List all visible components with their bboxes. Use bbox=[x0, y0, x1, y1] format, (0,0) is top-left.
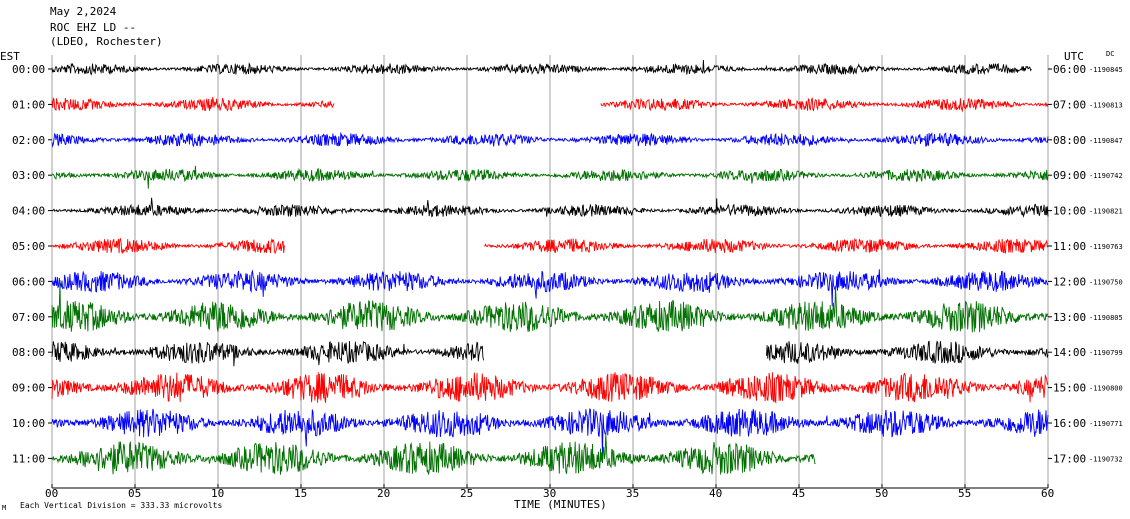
offset-label: -1190742 bbox=[1089, 172, 1123, 180]
utc-label: 14:00 bbox=[1053, 346, 1086, 359]
x-tick-labels: 00 05 10 15 20 25 30 35 40 45 50 55 60 bbox=[45, 487, 1054, 500]
trace-offset-labels: -1190845 -1190813 -1190847 -1190742 -1190821… bbox=[1089, 66, 1123, 463]
offset-label: -1190799 bbox=[1089, 349, 1123, 357]
est-label: 02:00 bbox=[12, 134, 45, 147]
minute-gridlines bbox=[51, 55, 1049, 488]
offset-label: -1190821 bbox=[1089, 208, 1123, 216]
offset-label: -1190805 bbox=[1089, 314, 1123, 322]
est-label: 06:00 bbox=[12, 275, 45, 288]
x-tick-label: 35 bbox=[626, 487, 639, 500]
offset-label: -1190800 bbox=[1089, 385, 1123, 393]
offset-label: -1190732 bbox=[1089, 455, 1123, 463]
est-label: 00:00 bbox=[12, 63, 45, 76]
trace-0500 bbox=[51, 237, 1049, 255]
x-tick-label: 55 bbox=[958, 487, 971, 500]
trace-1000 bbox=[51, 407, 1049, 458]
est-hour-labels: 00:00 01:00 02:00 03:00 04:00 05:00 06:00 07:00… bbox=[12, 63, 45, 465]
utc-label: 10:00 bbox=[1053, 205, 1086, 218]
trace-0300 bbox=[51, 165, 1049, 189]
x-axis bbox=[51, 484, 1049, 489]
x-tick-label: 30 bbox=[543, 487, 556, 500]
footer-mark: M bbox=[2, 504, 6, 512]
offset-label: -1190813 bbox=[1089, 101, 1123, 109]
x-tick-label: 60 bbox=[1041, 487, 1054, 500]
utc-label: 12:00 bbox=[1053, 275, 1086, 288]
utc-label: 13:00 bbox=[1053, 311, 1086, 324]
trace-0900 bbox=[51, 372, 1049, 404]
utc-label: 08:00 bbox=[1053, 134, 1086, 147]
title-date: May 2,2024 bbox=[50, 5, 117, 18]
x-tick-label: 05 bbox=[128, 487, 141, 500]
x-tick-label: 20 bbox=[377, 487, 390, 500]
offset-label: -1190763 bbox=[1089, 243, 1123, 251]
utc-label: 07:00 bbox=[1053, 98, 1086, 111]
utc-label: 16:00 bbox=[1053, 417, 1086, 430]
seismic-traces bbox=[48, 59, 1052, 475]
left-axis-label: EST bbox=[0, 50, 20, 63]
x-axis-title: TIME (MINUTES) bbox=[514, 498, 607, 511]
est-label: 04:00 bbox=[12, 205, 45, 218]
x-tick-label: 40 bbox=[709, 487, 722, 500]
title-network: (LDEO, Rochester) bbox=[50, 35, 163, 48]
utc-hour-labels: 06:00 07:00 08:00 09:00 10:00 11:00 12:00 13:00… bbox=[1053, 63, 1086, 465]
est-label: 10:00 bbox=[12, 417, 45, 430]
trace-0100 bbox=[51, 97, 1049, 113]
x-tick-label: 00 bbox=[45, 487, 58, 500]
footer-scale-note: Each Vertical Division = 333.33 microvol… bbox=[20, 501, 222, 510]
x-tick-label: 10 bbox=[211, 487, 224, 500]
trace-0000 bbox=[51, 59, 1032, 76]
offset-label: -1190750 bbox=[1089, 278, 1123, 286]
offset-label: -1190771 bbox=[1089, 420, 1123, 428]
trace-0700 bbox=[51, 279, 1049, 333]
utc-label: 11:00 bbox=[1053, 240, 1086, 253]
trace-0400 bbox=[51, 197, 1049, 218]
est-label: 07:00 bbox=[12, 311, 45, 324]
offset-label: -1190845 bbox=[1089, 66, 1123, 74]
est-label: 03:00 bbox=[12, 169, 45, 182]
est-label: 08:00 bbox=[12, 346, 45, 359]
x-tick-label: 15 bbox=[294, 487, 307, 500]
est-label: 01:00 bbox=[12, 98, 45, 111]
est-label: 09:00 bbox=[12, 382, 45, 395]
title-station: ROC EHZ LD -- bbox=[50, 21, 136, 34]
right-corner-tag: DC bbox=[1106, 50, 1114, 58]
chart-title: May 2,2024 ROC EHZ LD -- (LDEO, Rocheste… bbox=[50, 5, 163, 48]
est-label: 05:00 bbox=[12, 240, 45, 253]
x-tick-label: 50 bbox=[875, 487, 888, 500]
utc-label: 17:00 bbox=[1053, 452, 1086, 465]
x-tick-label: 45 bbox=[792, 487, 805, 500]
trace-1100 bbox=[51, 433, 816, 475]
right-axis-label: UTC bbox=[1064, 50, 1084, 63]
utc-label: 09:00 bbox=[1053, 169, 1086, 182]
est-label: 11:00 bbox=[12, 452, 45, 465]
utc-label: 06:00 bbox=[1053, 63, 1086, 76]
trace-0800 bbox=[51, 340, 1049, 367]
trace-0600 bbox=[51, 269, 1049, 307]
x-tick-label: 25 bbox=[460, 487, 473, 500]
offset-label: -1190847 bbox=[1089, 137, 1123, 145]
trace-0200 bbox=[51, 131, 1049, 148]
utc-label: 15:00 bbox=[1053, 382, 1086, 395]
